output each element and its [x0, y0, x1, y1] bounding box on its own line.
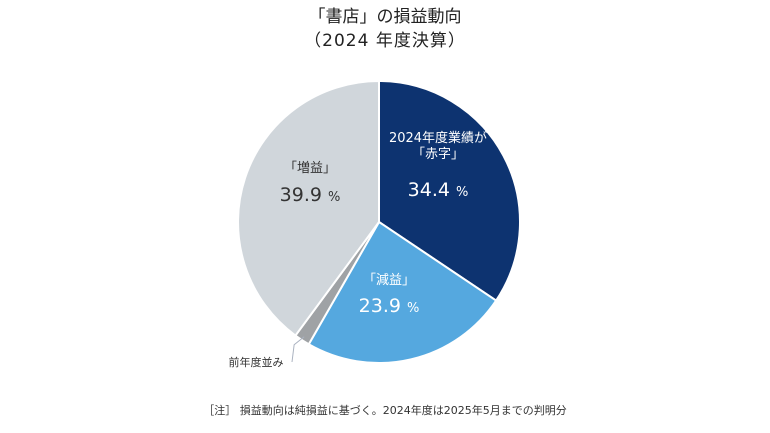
slice-value: 34.4%	[408, 179, 469, 201]
chart-subtitle: （2024 年度決算）	[304, 31, 466, 51]
slice-value: 39.9%	[280, 184, 341, 206]
slice-value: 23.9%	[359, 295, 420, 317]
slice-label: 前年度並み	[229, 355, 284, 369]
slice-label: 2024年度業績が	[389, 130, 487, 146]
pie-slice-0	[378, 79, 521, 302]
footnote: ［注］ 損益動向は純損益に基づく。2024年度は2025年5月までの判明分	[203, 404, 567, 417]
slice-label: 「減益」	[363, 272, 415, 288]
pie-slice-3	[237, 79, 380, 337]
leader-line	[291, 336, 305, 363]
slice-label: 「赤字」	[412, 147, 464, 162]
pie-slice-1	[307, 220, 498, 364]
slice-label: 「増益」	[284, 161, 336, 176]
chart-title: 「書店」の損益動向	[308, 7, 462, 27]
